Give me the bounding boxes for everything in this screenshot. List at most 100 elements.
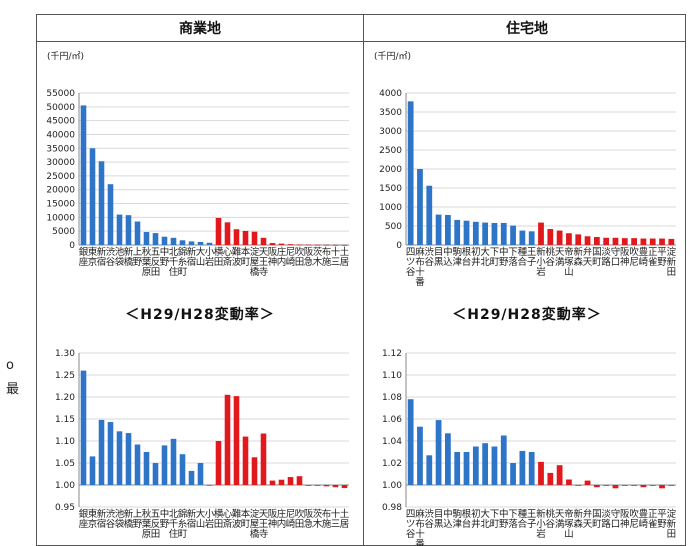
- category-label-char: 野: [657, 257, 667, 268]
- bar: [107, 184, 114, 245]
- category-label: 心斎: [223, 247, 233, 268]
- bar: [575, 485, 582, 486]
- category-label-char: 新: [667, 256, 677, 268]
- category-label-char: 田: [214, 257, 224, 268]
- y-tick-label: 55000: [46, 89, 75, 99]
- category-label-char: 吹: [295, 508, 305, 520]
- bar: [407, 101, 414, 245]
- category-label-char: 反: [151, 257, 161, 268]
- category-label-char: 天: [259, 509, 269, 520]
- category-label: 吹田: [295, 508, 305, 530]
- category-label: 淀屋橋: [250, 508, 260, 540]
- category-label-char: 野: [133, 257, 143, 268]
- bar: [269, 480, 276, 485]
- bar: [454, 219, 461, 245]
- bar: [491, 222, 498, 245]
- bar: [170, 438, 177, 485]
- category-label-char: 天: [583, 519, 593, 530]
- category-label-char: 満: [555, 257, 565, 268]
- category-label-char: 大: [196, 246, 206, 258]
- bar: [631, 238, 637, 245]
- category-label: 国町: [592, 247, 602, 268]
- category-label-char: 十: [415, 528, 425, 540]
- y-tick-label: 10000: [46, 213, 75, 223]
- bar: [547, 472, 554, 485]
- category-label-char: 下: [508, 247, 518, 258]
- category-label-char: 中: [443, 246, 453, 258]
- bar: [528, 452, 535, 485]
- category-label-char: 目: [434, 247, 444, 258]
- category-label: 渋谷: [425, 508, 435, 530]
- bar: [500, 435, 507, 485]
- category-label: 下町: [490, 509, 500, 530]
- category-label: 大山: [196, 508, 206, 530]
- category-label-char: 寺: [259, 529, 269, 540]
- category-label: 渋谷: [106, 508, 116, 530]
- bar: [528, 231, 535, 245]
- category-label-char: 千: [169, 519, 179, 530]
- category-label: 下落: [508, 509, 518, 530]
- category-label-char: 横: [214, 246, 224, 258]
- category-label-char: 葉: [142, 518, 152, 530]
- bar: [341, 485, 348, 489]
- category-label-char: 中: [443, 508, 453, 520]
- category-label: 新橋: [124, 246, 134, 268]
- bar: [621, 238, 628, 245]
- category-label: 新森: [573, 508, 583, 530]
- category-label-char: 中: [499, 246, 509, 258]
- category-label: 阪急: [304, 247, 314, 268]
- category-label: 桃谷: [546, 508, 556, 530]
- bar: [566, 233, 572, 245]
- category-label-char: 野: [499, 519, 509, 530]
- category-label-char: 町: [178, 267, 188, 278]
- category-label-char: 森: [573, 518, 583, 530]
- category-label: 十三: [331, 508, 341, 530]
- category-label: 布施: [322, 508, 332, 530]
- category-label-char: 種: [518, 247, 528, 258]
- bar: [296, 244, 303, 246]
- bar: [341, 244, 348, 246]
- category-label: 初井: [471, 508, 481, 530]
- bar: [233, 396, 240, 485]
- category-label: 淀新田: [667, 246, 677, 278]
- category-label: 新小岩: [536, 508, 546, 540]
- category-label-char: 守: [611, 508, 621, 520]
- category-label-char: 神: [268, 518, 278, 530]
- edge-fragment-saisho: 最: [6, 382, 20, 397]
- bar: [668, 238, 675, 245]
- category-label: 淡路: [601, 509, 611, 530]
- category-label-char: 駒: [452, 246, 462, 258]
- bar: [287, 477, 294, 485]
- category-label-char: 井: [471, 518, 481, 530]
- category-label: 東京: [88, 508, 98, 530]
- y-tick-label: 3500: [379, 108, 402, 118]
- category-label: 新宿: [187, 246, 197, 268]
- category-label-char: 王: [527, 509, 537, 520]
- bar: [89, 456, 96, 485]
- category-label-char: 田: [667, 267, 677, 278]
- category-label-char: 袋: [115, 518, 125, 530]
- bar: [593, 237, 600, 245]
- category-label-char: 雀: [648, 518, 658, 530]
- category-label-char: 落: [508, 256, 518, 268]
- category-label-char: 下: [490, 509, 500, 520]
- category-label-char: 麻: [415, 508, 425, 520]
- category-label-char: 吹: [295, 246, 305, 258]
- y-tick-label: 50000: [46, 103, 75, 113]
- category-label: 中野: [499, 508, 509, 530]
- category-label-char: 四: [406, 509, 416, 520]
- category-label-char: 帝: [564, 508, 574, 520]
- category-label: 尼崎: [286, 247, 296, 268]
- category-label-char: 尼: [629, 257, 639, 268]
- category-label-char: 初: [471, 246, 481, 258]
- category-label-char: 尼: [286, 509, 296, 520]
- category-label: 阪神: [268, 509, 278, 530]
- category-label-char: 新: [187, 246, 197, 258]
- category-label: 中野: [160, 508, 170, 530]
- category-label: 天王寺: [259, 509, 269, 540]
- bar: [538, 461, 544, 485]
- category-label: 目黒: [434, 509, 444, 530]
- bar: [287, 244, 294, 245]
- chart-board: 商業地 住宅地 ＜H29/H28変動率＞ ＜H29/H28変動率＞ (千円/㎡)…: [36, 14, 686, 546]
- category-label: 茨木: [313, 246, 323, 268]
